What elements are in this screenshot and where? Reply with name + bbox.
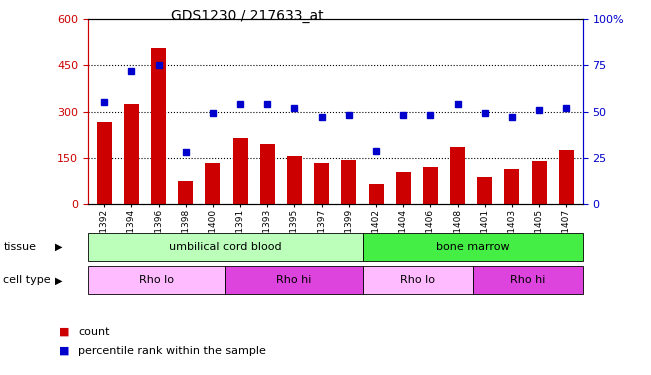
Bar <box>363 232 583 261</box>
Bar <box>368 184 383 204</box>
Text: Rho hi: Rho hi <box>276 275 312 285</box>
Bar <box>206 163 221 204</box>
Bar <box>450 147 465 204</box>
Bar <box>260 144 275 204</box>
Text: ▶: ▶ <box>55 242 63 252</box>
Bar <box>363 266 473 294</box>
Text: Rho lo: Rho lo <box>400 275 436 285</box>
Text: percentile rank within the sample: percentile rank within the sample <box>78 346 266 355</box>
Text: Rho hi: Rho hi <box>510 275 546 285</box>
Bar <box>532 161 547 204</box>
Bar <box>287 156 302 204</box>
Text: umbilical cord blood: umbilical cord blood <box>169 242 282 252</box>
Bar <box>88 266 225 294</box>
Text: tissue: tissue <box>3 242 36 252</box>
Bar <box>97 122 112 204</box>
Bar <box>88 232 363 261</box>
Text: ■: ■ <box>59 346 69 355</box>
Text: count: count <box>78 327 109 337</box>
Bar <box>559 150 574 204</box>
Bar <box>477 177 492 204</box>
Text: ▶: ▶ <box>55 275 63 285</box>
Bar <box>178 181 193 204</box>
Bar <box>341 159 356 204</box>
Text: ■: ■ <box>59 327 69 337</box>
Text: GDS1230 / 217633_at: GDS1230 / 217633_at <box>171 9 324 23</box>
Bar <box>396 172 411 204</box>
Text: bone marrow: bone marrow <box>436 242 510 252</box>
Text: Rho lo: Rho lo <box>139 275 174 285</box>
Bar <box>151 48 166 204</box>
Bar <box>232 138 247 204</box>
Bar <box>124 104 139 204</box>
Bar <box>225 266 363 294</box>
Text: cell type: cell type <box>3 275 51 285</box>
Bar <box>314 163 329 204</box>
Bar <box>423 167 438 204</box>
Bar <box>505 169 519 204</box>
Bar <box>473 266 583 294</box>
